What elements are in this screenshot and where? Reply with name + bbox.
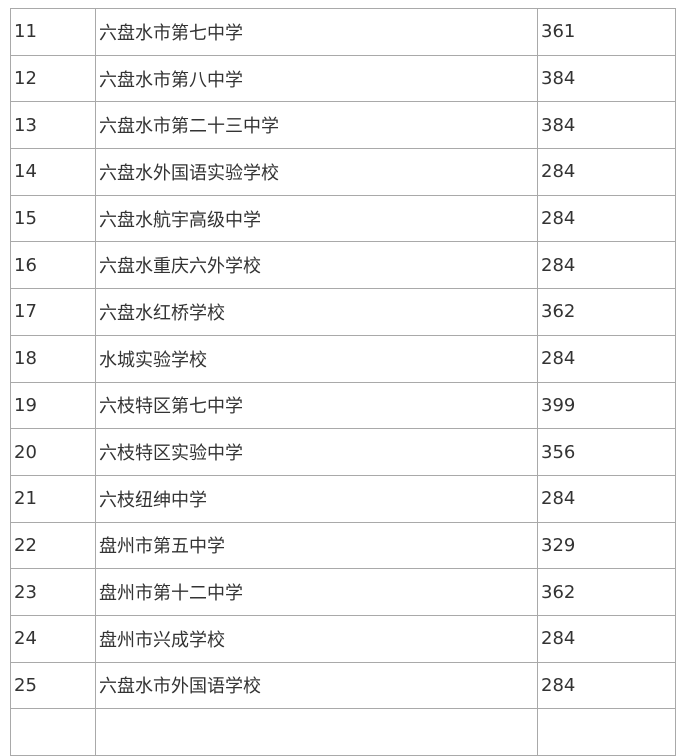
school-name-cell: 盘州市第五中学 (95, 521, 538, 570)
row-number-cell: 17 (10, 288, 96, 336)
score-cell: 361 (537, 8, 676, 56)
school-name-cell: 六盘水市第二十三中学 (95, 101, 538, 150)
row-number-cell: 24 (10, 614, 96, 663)
table-row: 22 盘州市第五中学 329 (10, 521, 676, 570)
score-cell: 329 (537, 521, 676, 570)
table-row: 19 六枝特区第七中学 399 (10, 381, 676, 430)
score-cell: 362 (537, 568, 676, 616)
school-name-cell: 六盘水市第七中学 (95, 8, 538, 56)
table-row: 17 六盘水红桥学校 362 (10, 288, 676, 336)
school-name-cell: 六枝特区第七中学 (95, 381, 538, 430)
school-name-cell: 水城实验学校 (95, 334, 538, 383)
score-cell: 284 (537, 474, 676, 523)
row-number-cell: 23 (10, 568, 96, 616)
table-row-partial (10, 708, 676, 756)
empty-cell (10, 708, 96, 756)
score-cell: 399 (537, 381, 676, 430)
table-row: 20 六枝特区实验中学 356 (10, 428, 676, 476)
score-cell: 284 (537, 241, 676, 290)
table-body: 11 六盘水市第七中学 361 12 六盘水市第八中学 384 13 六盘水市第二十三中学 38… (10, 8, 676, 756)
table-row: 11 六盘水市第七中学 361 (10, 8, 676, 56)
school-name-cell: 六盘水市外国语学校 (95, 661, 538, 710)
score-cell: 384 (537, 54, 676, 103)
row-number-cell: 16 (10, 241, 96, 290)
empty-cell (537, 708, 676, 756)
row-number-cell: 14 (10, 148, 96, 196)
row-number-cell: 19 (10, 381, 96, 430)
table-row: 15 六盘水航宇高级中学 284 (10, 194, 676, 243)
table-row: 23 盘州市第十二中学 362 (10, 568, 676, 616)
row-number-cell: 25 (10, 661, 96, 710)
row-number-cell: 11 (10, 8, 96, 56)
school-name-cell: 盘州市第十二中学 (95, 568, 538, 616)
score-cell: 284 (537, 334, 676, 383)
table-row: 14 六盘水外国语实验学校 284 (10, 148, 676, 196)
score-cell: 384 (537, 101, 676, 150)
school-name-cell: 六盘水外国语实验学校 (95, 148, 538, 196)
school-name-cell: 六盘水航宇高级中学 (95, 194, 538, 243)
row-number-cell: 18 (10, 334, 96, 383)
school-name-cell: 六盘水市第八中学 (95, 54, 538, 103)
table-row: 25 六盘水市外国语学校 284 (10, 661, 676, 710)
school-name-cell: 盘州市兴成学校 (95, 614, 538, 663)
school-name-cell: 六枝纽绅中学 (95, 474, 538, 523)
score-cell: 356 (537, 428, 676, 476)
row-number-cell: 15 (10, 194, 96, 243)
school-name-cell: 六盘水红桥学校 (95, 288, 538, 336)
row-number-cell: 21 (10, 474, 96, 523)
row-number-cell: 12 (10, 54, 96, 103)
table-row: 16 六盘水重庆六外学校 284 (10, 241, 676, 290)
score-cell: 284 (537, 661, 676, 710)
school-score-table: 11 六盘水市第七中学 361 12 六盘水市第八中学 384 13 六盘水市第二十三中学 38… (10, 8, 676, 756)
table-row: 18 水城实验学校 284 (10, 334, 676, 383)
row-number-cell: 13 (10, 101, 96, 150)
school-name-cell: 六盘水重庆六外学校 (95, 241, 538, 290)
score-cell: 284 (537, 194, 676, 243)
empty-cell (95, 708, 538, 756)
table-row: 12 六盘水市第八中学 384 (10, 54, 676, 103)
row-number-cell: 20 (10, 428, 96, 476)
table-row: 21 六枝纽绅中学 284 (10, 474, 676, 523)
school-name-cell: 六枝特区实验中学 (95, 428, 538, 476)
score-cell: 284 (537, 148, 676, 196)
score-cell: 284 (537, 614, 676, 663)
score-cell: 362 (537, 288, 676, 336)
row-number-cell: 22 (10, 521, 96, 570)
table-row: 13 六盘水市第二十三中学 384 (10, 101, 676, 150)
table-row: 24 盘州市兴成学校 284 (10, 614, 676, 663)
